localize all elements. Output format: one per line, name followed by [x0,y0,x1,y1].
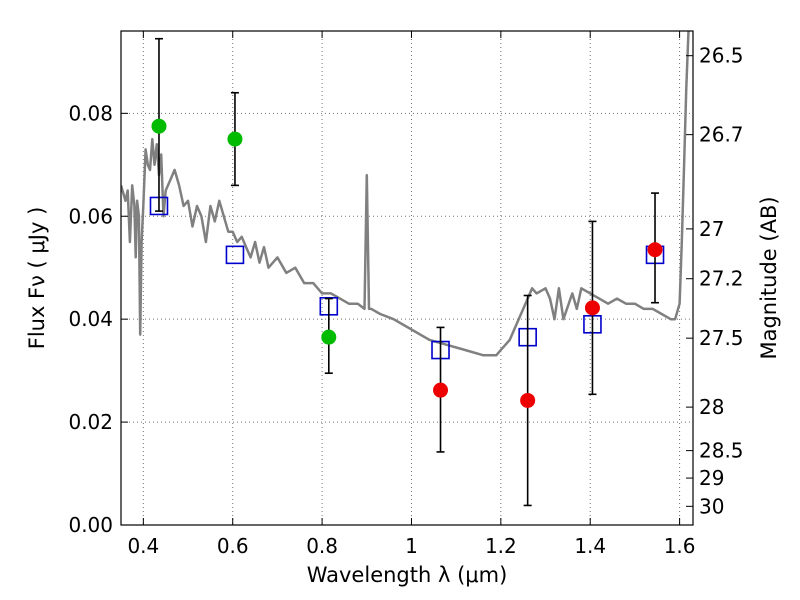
y-tick-label: 0.00 [68,513,113,537]
grid [121,31,693,526]
y2-tick-label: 26.7 [699,123,744,147]
model-spectrum-line [121,31,690,357]
y-axis-label: Flux Fν ( μJy ) [25,207,49,350]
model-bandpass-square [225,245,245,265]
green-data-point [227,131,243,147]
y2-tick-label: 27.5 [699,326,744,350]
y2-tick-label: 27 [699,217,724,241]
x-tick-label: 0.8 [306,534,338,558]
y2-tick-label: 30 [699,494,724,518]
y-tick-label: 0.02 [68,410,113,434]
x-axis-label: Wavelength λ (μm) [307,563,508,587]
plot-area [121,31,690,507]
y-tick-label: 0.08 [68,101,113,125]
green-data-point [321,329,337,345]
y2-tick-label: 28.5 [699,439,744,463]
y2-axis-label: Magnitude (AB) [757,196,781,359]
x-tick-label: 1.2 [485,534,517,558]
plot-frame [120,30,694,526]
red-data-point [584,300,600,316]
red-data-point [520,392,536,408]
x-tick-label: 1 [405,534,418,558]
red-data-point [647,242,663,258]
x-tick-label: 1.6 [664,534,696,558]
x-tick-label: 0.6 [217,534,249,558]
y2-tick-label: 26.5 [699,44,744,68]
x-tick-label: 1.4 [574,534,606,558]
y2-tick-label: 28 [699,395,724,419]
y2-tick-label: 29 [699,466,724,490]
x-tick-label: 0.4 [127,534,159,558]
y-tick-label: 0.04 [68,307,113,331]
green-data-point [151,118,167,134]
y2-tick-label: 27.2 [699,267,744,291]
ticks: 0.4 0.6 0.8 1 1.2 1.4 1.6 0.00 0.02 0.04 0.06 0.08 2… [68,31,744,558]
y-tick-label: 0.06 [68,204,113,228]
red-data-point [433,382,449,398]
